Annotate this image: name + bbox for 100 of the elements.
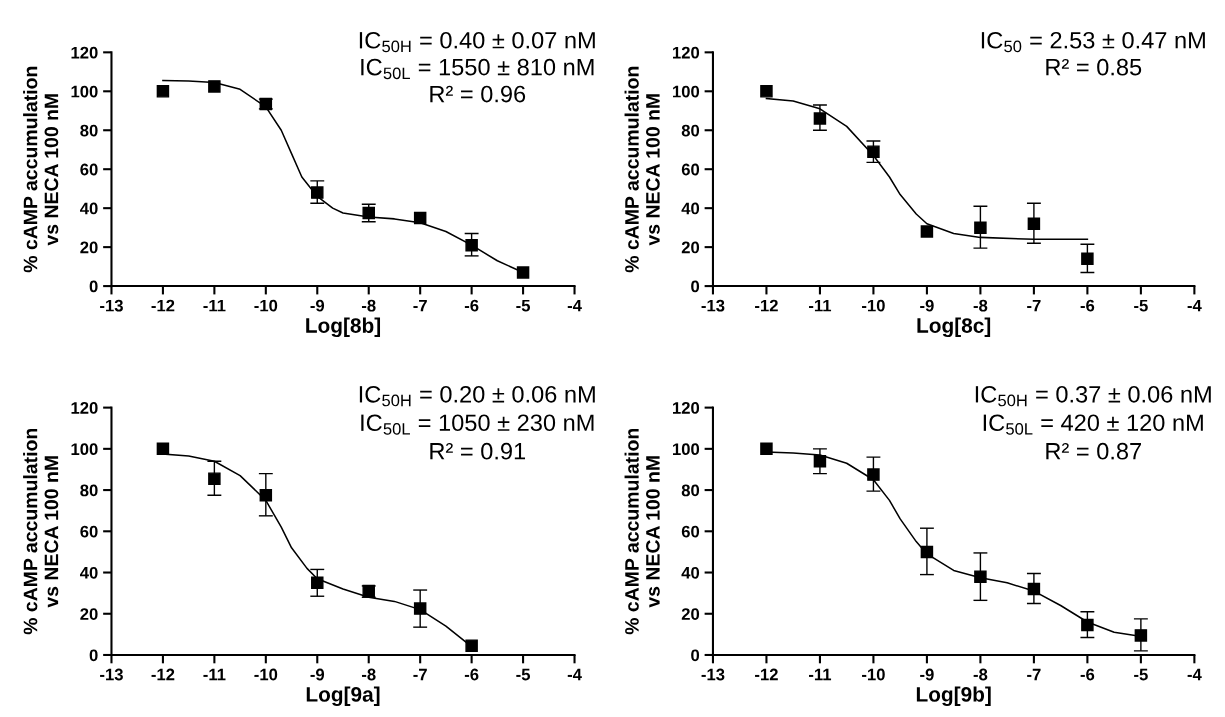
- x-tick-label: -9: [920, 668, 934, 681]
- x-tick-label: -7: [1027, 299, 1041, 312]
- x-tick-label: -11: [809, 299, 832, 312]
- text: IC$_{50H}$ = 0.40 ± 0.07 nM: [359, 31, 595, 53]
- point: [156, 85, 170, 98]
- x-tick-label: -6: [464, 668, 479, 681]
- y-tick-label: 120: [673, 402, 700, 414]
- point: [516, 266, 530, 279]
- x-tick-label: -10: [862, 299, 885, 312]
- point: [259, 488, 273, 502]
- annotation: R² = 0.96: [430, 85, 526, 103]
- y-tick-label: 120: [71, 402, 98, 414]
- x-tick-label: -10: [254, 668, 278, 681]
- point: [974, 221, 987, 234]
- y-tick-label: 40: [80, 202, 98, 215]
- x-tick-label: -13: [100, 299, 123, 312]
- y-tick-label: 0: [691, 649, 700, 662]
- x-tick-label: -12: [755, 668, 778, 681]
- point: [867, 145, 880, 158]
- annotation: R² = 0.85: [1046, 58, 1142, 76]
- text: IC$_{50H}$ = 0.20 ± 0.06 nM: [359, 385, 595, 407]
- y-tick-label: 80: [80, 124, 98, 137]
- point: [1081, 618, 1094, 632]
- y-tick-label: 60: [80, 525, 98, 538]
- point: [760, 442, 773, 456]
- annotation: IC$_{50L}$ = 1050 ± 230 nM: [361, 414, 594, 435]
- x-tick-label: -5: [1134, 668, 1148, 681]
- point: [813, 454, 827, 468]
- text: IC$_{50H}$ = 0.37 ± 0.06 nM: [975, 385, 1211, 407]
- x-tick-label: -10: [862, 668, 885, 681]
- x-axis-title: Log[9b]: [916, 686, 991, 706]
- x-tick-label: -4: [1187, 668, 1202, 681]
- point: [156, 442, 170, 456]
- point: [760, 85, 773, 98]
- point: [867, 468, 880, 481]
- point: [413, 211, 427, 225]
- x-tick-label: -8: [973, 299, 988, 312]
- y-tick-label: 80: [80, 484, 98, 497]
- x-axis-title: Log[9a]: [306, 686, 380, 706]
- point: [1027, 217, 1041, 231]
- y-tick-label: 100: [71, 443, 98, 456]
- x-tick-label: -11: [203, 299, 226, 312]
- y-tick-label: 100: [673, 443, 700, 456]
- y-tick-label: 80: [681, 484, 700, 497]
- y-tick-label: 20: [681, 241, 700, 254]
- x-tick-label: -13: [100, 668, 123, 681]
- y-tick-label: 120: [71, 46, 98, 59]
- x-tick-label: -12: [151, 668, 175, 681]
- annotation: R² = 0.87: [1046, 442, 1141, 460]
- x-tick-label: -5: [516, 668, 531, 681]
- y-tick-label: 40: [80, 566, 98, 579]
- point: [974, 570, 987, 583]
- x-tick-label: -9: [310, 668, 325, 681]
- y-tick-label: 0: [89, 280, 98, 293]
- y-tick-label: 60: [80, 163, 98, 176]
- annotation: IC$_{50L}$ = 420 ± 120 nM: [983, 414, 1203, 435]
- x-tick-label: -12: [151, 299, 175, 312]
- x-tick-label: -4: [567, 299, 582, 312]
- x-tick-label: -7: [413, 668, 427, 681]
- annotation: R² = 0.91: [430, 442, 526, 460]
- point: [465, 639, 478, 652]
- x-tick-label: -4: [1187, 299, 1202, 312]
- x-tick-label: -6: [1080, 299, 1095, 312]
- y-tick-label: 40: [681, 202, 700, 215]
- y-tick-label: 60: [681, 163, 700, 176]
- x-tick-label: -11: [203, 668, 226, 681]
- y-tick-label: 100: [673, 85, 700, 98]
- x-tick-label: -7: [1027, 668, 1041, 681]
- x-tick-label: -10: [254, 299, 278, 312]
- x-tick-label: -4: [567, 668, 582, 681]
- y-tick-label: 20: [681, 608, 700, 620]
- x-tick-label: -13: [701, 299, 725, 312]
- point: [208, 472, 221, 485]
- x-tick-label: -5: [516, 299, 531, 312]
- y-axis-title: % cAMP accumulation vs NECA 100 nM: [23, 66, 59, 273]
- point: [465, 238, 478, 252]
- y-axis-title: % cAMP accumulation vs NECA 100 nM: [624, 66, 660, 273]
- x-axis-title: Log[8b]: [306, 317, 381, 338]
- point: [920, 225, 934, 238]
- x-tick-label: -13: [701, 668, 725, 681]
- y-tick-label: 0: [89, 649, 98, 662]
- x-tick-label: -6: [464, 299, 479, 312]
- x-tick-label: -8: [361, 299, 376, 312]
- y-tick-label: 100: [71, 85, 98, 98]
- point: [920, 545, 934, 559]
- x-tick-label: -7: [413, 299, 427, 312]
- point: [1027, 582, 1041, 596]
- x-tick-label: -9: [920, 299, 934, 312]
- y-axis-title: % cAMP accumulation vs NECA 100 nM: [23, 428, 59, 635]
- x-tick-label: -9: [310, 299, 325, 312]
- text: IC$_{50}$ = 2.53 ± 0.47 nM: [981, 31, 1205, 53]
- y-tick-label: 60: [681, 525, 700, 538]
- point: [1081, 252, 1094, 266]
- point: [311, 576, 324, 590]
- x-tick-label: -11: [809, 668, 832, 681]
- y-tick-label: 0: [691, 280, 700, 293]
- x-tick-label: -12: [755, 299, 778, 312]
- y-tick-label: 120: [673, 46, 700, 59]
- x-tick-label: -8: [973, 668, 988, 681]
- point: [1134, 629, 1148, 642]
